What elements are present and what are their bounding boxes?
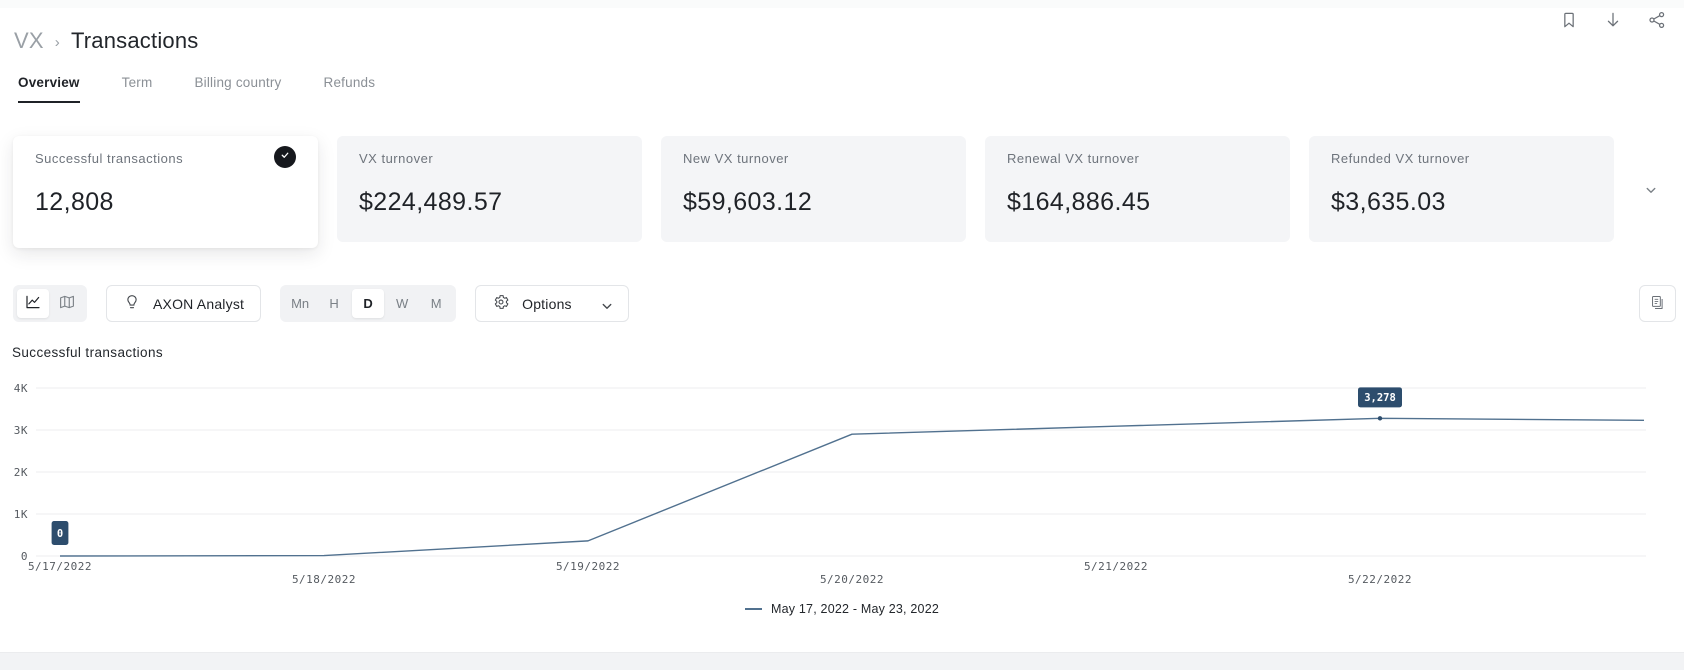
- chart-legend-item[interactable]: May 17, 2022 - May 23, 2022: [0, 602, 1684, 616]
- granularity-m[interactable]: M: [430, 296, 442, 311]
- bookmark-icon: [1559, 10, 1579, 33]
- download-button[interactable]: [1602, 10, 1624, 32]
- share-icon: [1647, 10, 1667, 33]
- x-axis-tick-label: 5/18/2022: [292, 573, 356, 586]
- breadcrumb-root-link[interactable]: VX: [14, 28, 44, 53]
- next-section-edge: [0, 652, 1684, 670]
- chevron-down-icon: [598, 297, 612, 311]
- card-value: 12,808: [35, 188, 114, 216]
- report-copy-icon: [1649, 294, 1666, 314]
- x-axis-tick-label: 5/22/2022: [1348, 573, 1412, 586]
- chart-tooltip-value: 3,278: [1364, 392, 1396, 404]
- cards-expand-button[interactable]: [1642, 181, 1660, 199]
- axon-analyst-label: AXON Analyst: [153, 295, 245, 312]
- x-axis-tick-label: 5/20/2022: [820, 573, 884, 586]
- options-label: Options: [522, 295, 572, 312]
- legend-label: May 17, 2022 - May 23, 2022: [771, 602, 939, 616]
- x-axis-tick-label: 5/19/2022: [556, 560, 620, 573]
- stat-cards-row: Successful transactions 12,808 VX turnov…: [13, 136, 1614, 248]
- breadcrumb: VX › Transactions: [14, 28, 198, 54]
- card-label: New VX turnover: [683, 151, 789, 166]
- card-value: $224,489.57: [359, 188, 503, 216]
- granularity-toggle: Mn H D W M: [280, 285, 457, 322]
- card-value: $59,603.12: [683, 188, 813, 216]
- map-icon: [58, 293, 76, 314]
- chart-tooltip: [1358, 387, 1402, 408]
- add-to-report-button[interactable]: [1639, 285, 1676, 322]
- card-label: Successful transactions: [35, 151, 184, 166]
- lightbulb-icon: [123, 293, 141, 314]
- share-button[interactable]: [1646, 10, 1668, 32]
- series-line: [59, 417, 1645, 557]
- view-toggle: [13, 285, 87, 322]
- tab-bar: Overview Term Billing country Refunds: [18, 75, 375, 103]
- x-axis-tick-label: 5/17/2022: [28, 560, 92, 573]
- check-icon: [279, 148, 291, 166]
- tab-refunds[interactable]: Refunds: [323, 75, 376, 90]
- legend-line-swatch: [745, 608, 762, 610]
- tab-billing-country[interactable]: Billing country: [194, 75, 282, 90]
- line-chart-icon: [24, 293, 42, 314]
- chart-title: Successful transactions: [12, 345, 164, 360]
- card-label: Refunded VX turnover: [1331, 151, 1470, 166]
- tab-term[interactable]: Term: [121, 75, 153, 90]
- x-axis-tick-label: 5/21/2022: [1084, 560, 1148, 573]
- y-axis-tick-label: 2K: [14, 466, 28, 479]
- card-value: $3,635.03: [1331, 188, 1446, 216]
- card-vx-turnover[interactable]: VX turnover $224,489.57: [337, 136, 642, 242]
- card-refunded-vx-turnover[interactable]: Refunded VX turnover $3,635.03: [1309, 136, 1614, 242]
- granularity-w[interactable]: W: [395, 296, 409, 311]
- page-title: Transactions: [70, 28, 199, 53]
- data-point-marker: [1377, 416, 1383, 421]
- successful-transactions-chart[interactable]: 0 1K 2K 3K 4K 5/17/2022 5/18/2022 5/19/2022 5/20…: [0, 380, 1684, 595]
- options-button[interactable]: Options: [475, 285, 629, 322]
- card-successful-transactions[interactable]: Successful transactions 12,808: [13, 136, 318, 248]
- y-axis-tick-label: 3K: [14, 424, 28, 437]
- chart-tooltip: [51, 521, 69, 545]
- card-new-vx-turnover[interactable]: New VX turnover $59,603.12: [661, 136, 966, 242]
- granularity-mn[interactable]: Mn: [291, 296, 310, 311]
- card-label: Renewal VX turnover: [1007, 151, 1140, 166]
- header-actions: [1558, 10, 1668, 32]
- bookmark-button[interactable]: [1558, 10, 1580, 32]
- tab-overview[interactable]: Overview: [18, 75, 80, 103]
- selected-badge: [274, 146, 296, 168]
- gear-icon: [492, 293, 510, 314]
- top-band: [0, 0, 1684, 8]
- breadcrumb-separator: ›: [54, 33, 60, 51]
- chart-toolbar: AXON Analyst Mn H D W M Options: [13, 285, 629, 322]
- chevron-down-icon: [1642, 186, 1660, 203]
- granularity-d[interactable]: D: [352, 289, 385, 318]
- y-axis-tick-label: 0: [21, 550, 28, 563]
- card-value: $164,886.45: [1007, 188, 1151, 216]
- card-label: VX turnover: [359, 151, 434, 166]
- chart-tooltip-value: 0: [57, 528, 63, 540]
- view-line-chart-button[interactable]: [17, 289, 49, 318]
- download-icon: [1603, 10, 1623, 33]
- axon-analyst-button[interactable]: AXON Analyst: [106, 285, 262, 322]
- view-map-button[interactable]: [51, 289, 83, 318]
- granularity-h[interactable]: H: [329, 296, 339, 311]
- y-axis-tick-label: 1K: [14, 508, 28, 521]
- card-renewal-vx-turnover[interactable]: Renewal VX turnover $164,886.45: [985, 136, 1290, 242]
- y-axis-tick-label: 4K: [14, 382, 28, 395]
